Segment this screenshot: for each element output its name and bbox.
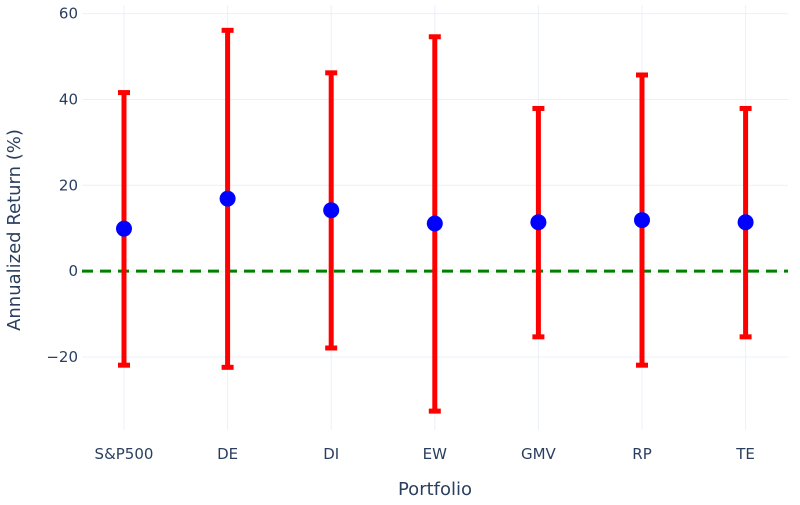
x-axis-ticks: S&P500 DE DI EW GMV RP TE — [95, 445, 755, 463]
mean-point — [737, 214, 754, 231]
y-tick-label: 40 — [59, 90, 78, 108]
y-tick-label: −20 — [46, 348, 78, 366]
y-tick-label: 60 — [59, 5, 78, 23]
x-axis-title: Portfolio — [398, 479, 472, 500]
y-tick-label: 20 — [59, 176, 78, 194]
mean-point — [530, 214, 547, 231]
mean-point — [426, 215, 443, 232]
mean-point — [219, 190, 236, 207]
y-tick-label: 0 — [68, 262, 78, 280]
mean-point — [323, 202, 340, 219]
mean-point — [116, 220, 132, 237]
x-tick-label: DE — [217, 445, 238, 463]
x-tick-label: RP — [632, 445, 651, 463]
x-tick-label: EW — [423, 445, 447, 463]
y-axis-title: Annualized Return (%) — [4, 129, 25, 331]
x-tick-label: GMV — [521, 445, 557, 463]
x-tick-label: DI — [323, 445, 339, 463]
data-points — [116, 190, 754, 237]
x-tick-label: S&P500 — [95, 445, 154, 463]
mean-point — [634, 212, 650, 229]
x-tick-label: TE — [735, 445, 755, 463]
y-axis-ticks: −20 0 20 40 60 — [46, 5, 78, 366]
